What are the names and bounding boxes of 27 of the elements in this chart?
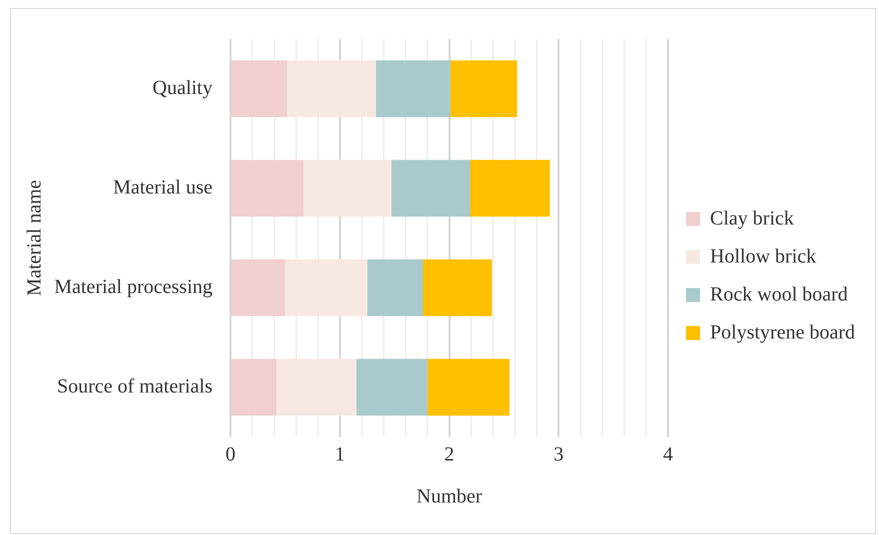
- x-tick-label: 3: [554, 443, 564, 466]
- legend-label: Polystyrene board: [710, 321, 856, 344]
- bar: [376, 60, 450, 118]
- bar: [367, 259, 424, 316]
- bar: [232, 259, 286, 316]
- bar: [423, 259, 492, 316]
- x-tick-label: 0: [226, 443, 236, 466]
- x-tick-label: 2: [444, 443, 454, 466]
- bar: [450, 60, 518, 118]
- bar: [232, 160, 304, 217]
- legend-label: Clay brick: [710, 207, 794, 230]
- bar: [470, 160, 550, 217]
- x-tick-label: 4: [663, 443, 674, 466]
- x-axis-title: Number: [416, 485, 482, 508]
- y-tick-label: Material processing: [54, 276, 212, 298]
- y-axis-title: Material name: [23, 180, 46, 296]
- bar: [232, 358, 276, 416]
- legend-label: Rock wool board: [710, 283, 848, 306]
- y-tick-label: Quality: [152, 77, 212, 99]
- bar: [427, 358, 510, 416]
- y-tick-label: Material use: [113, 176, 213, 198]
- legend-label: Hollow brick: [710, 245, 816, 268]
- y-tick-label: Source of materials: [57, 376, 213, 398]
- bar: [391, 160, 470, 217]
- x-tick-label: 1: [334, 443, 345, 466]
- bar: [232, 60, 288, 118]
- bar: [356, 358, 428, 416]
